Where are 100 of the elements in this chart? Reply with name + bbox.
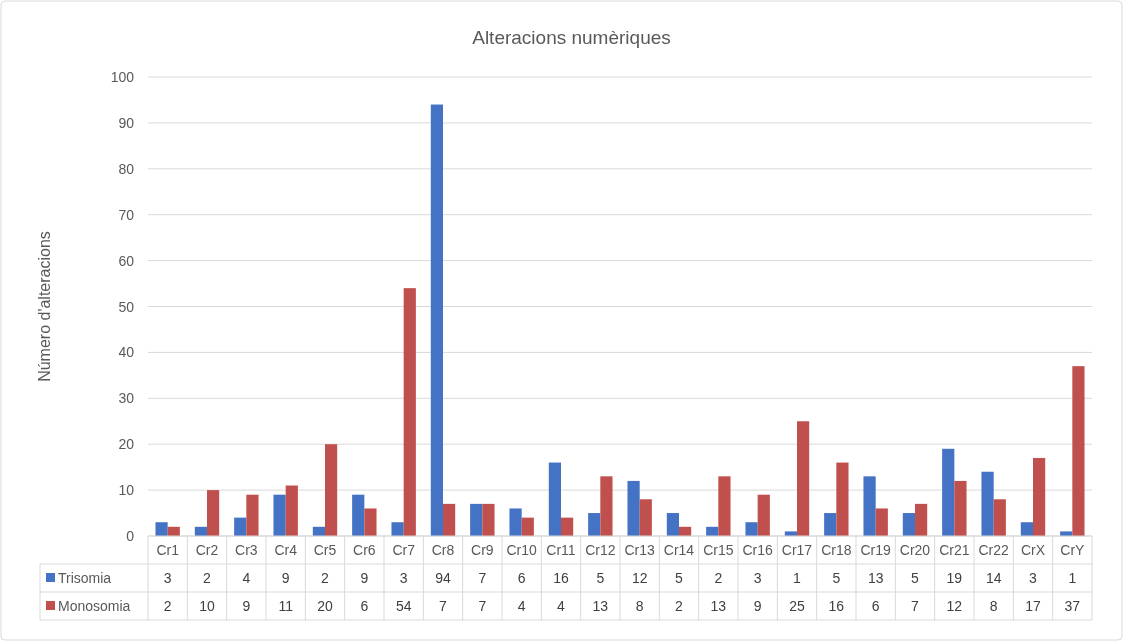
- y-tick-label: 80: [118, 160, 135, 177]
- x-tick-label: Cr16: [742, 542, 774, 558]
- data-label: 9: [242, 598, 251, 614]
- data-label: 7: [478, 598, 487, 614]
- bar: [666, 513, 679, 536]
- bar: [207, 490, 220, 536]
- data-label: 3: [399, 570, 408, 586]
- bar: [273, 494, 286, 536]
- data-label: 16: [828, 598, 845, 614]
- data-label: 3: [163, 570, 172, 586]
- data-label: 7: [478, 570, 487, 586]
- bar: [981, 471, 994, 536]
- x-tick-label: Cr7: [392, 542, 416, 558]
- x-tick-label: Cr2: [195, 542, 219, 558]
- bar: [285, 485, 298, 536]
- bar: [364, 508, 377, 536]
- y-tick-label: 90: [118, 114, 135, 131]
- bar: [942, 448, 955, 536]
- data-label: 6: [360, 598, 369, 614]
- x-tick-label: Cr6: [353, 542, 376, 558]
- x-tick-label: Cr14: [663, 542, 695, 558]
- y-axis-title: Número d'alteracions: [36, 231, 53, 382]
- data-label: 6: [517, 570, 526, 586]
- data-label: 4: [557, 598, 566, 614]
- bar: [352, 494, 365, 536]
- data-label: 2: [321, 570, 330, 586]
- y-tick-label: 0: [126, 528, 135, 544]
- data-label: 6: [871, 598, 880, 614]
- data-label: 37: [1064, 598, 1081, 614]
- y-tick-label: 60: [118, 252, 135, 269]
- bar: [482, 503, 495, 536]
- bar: [509, 508, 522, 536]
- data-label: 16: [553, 570, 569, 586]
- data-label: 13: [867, 570, 884, 586]
- x-tick-label: Cr4: [274, 542, 298, 558]
- legend-label: Trisomia: [58, 570, 112, 586]
- data-label: 8: [989, 598, 998, 614]
- data-label: 9: [360, 570, 369, 586]
- data-label: 9: [281, 570, 290, 586]
- bar: [443, 503, 456, 536]
- bar: [548, 462, 561, 536]
- bar: [824, 513, 837, 536]
- data-label: 2: [714, 570, 723, 586]
- bar: [470, 503, 483, 536]
- x-tick-label: Cr20: [899, 542, 931, 558]
- data-label: 4: [242, 570, 251, 586]
- data-label: 3: [1029, 570, 1038, 586]
- y-tick-label: 10: [118, 482, 135, 499]
- x-tick-label: Cr3: [235, 542, 258, 558]
- data-label: 10: [199, 598, 215, 614]
- data-label: 1: [1068, 570, 1077, 586]
- data-label: 19: [946, 570, 963, 586]
- bar: [246, 494, 259, 536]
- data-label: 2: [163, 598, 172, 614]
- x-tick-label: Cr5: [313, 542, 337, 558]
- data-label: 20: [317, 598, 333, 614]
- data-label: 94: [435, 570, 451, 586]
- bar: [627, 480, 640, 536]
- x-tick-label: Cr21: [939, 542, 970, 558]
- bar: [836, 462, 849, 536]
- bar: [757, 494, 770, 536]
- bar: [234, 517, 247, 536]
- bar: [863, 476, 876, 536]
- bar: [745, 522, 758, 536]
- data-label: 1: [793, 570, 802, 586]
- bar: [1020, 522, 1033, 536]
- bar: [954, 480, 967, 536]
- y-tick-label: 30: [118, 390, 135, 407]
- data-label: 8: [635, 598, 644, 614]
- y-tick-label: 100: [110, 69, 135, 85]
- data-label: 5: [675, 570, 684, 586]
- bar: [325, 444, 338, 536]
- data-label: 13: [710, 598, 727, 614]
- data-label: 7: [439, 598, 448, 614]
- bar: [797, 421, 810, 536]
- bar: [718, 476, 731, 536]
- data-label: 12: [631, 570, 648, 586]
- bar: [639, 499, 652, 536]
- data-label: 9: [753, 598, 762, 614]
- data-label: 25: [789, 598, 805, 614]
- bar: [155, 522, 168, 536]
- data-label: 17: [1025, 598, 1041, 614]
- data-label: 11: [278, 598, 294, 614]
- y-tick-label: 50: [118, 298, 135, 315]
- data-label: 3: [753, 570, 762, 586]
- bar: [561, 517, 574, 536]
- bar: [430, 104, 443, 536]
- data-label: 2: [203, 570, 212, 586]
- x-tick-label: Cr17: [781, 542, 813, 558]
- data-label: 2: [675, 598, 684, 614]
- y-tick-label: 20: [118, 436, 135, 453]
- bar: [521, 517, 534, 536]
- x-tick-label: Cr22: [978, 542, 1010, 558]
- bar: [993, 499, 1006, 536]
- x-tick-label: Cr1: [156, 542, 180, 558]
- bar: [902, 513, 915, 536]
- bar: [391, 522, 404, 536]
- data-label: 5: [911, 570, 920, 586]
- data-label: 7: [911, 598, 920, 614]
- x-tick-label: Cr12: [585, 542, 616, 558]
